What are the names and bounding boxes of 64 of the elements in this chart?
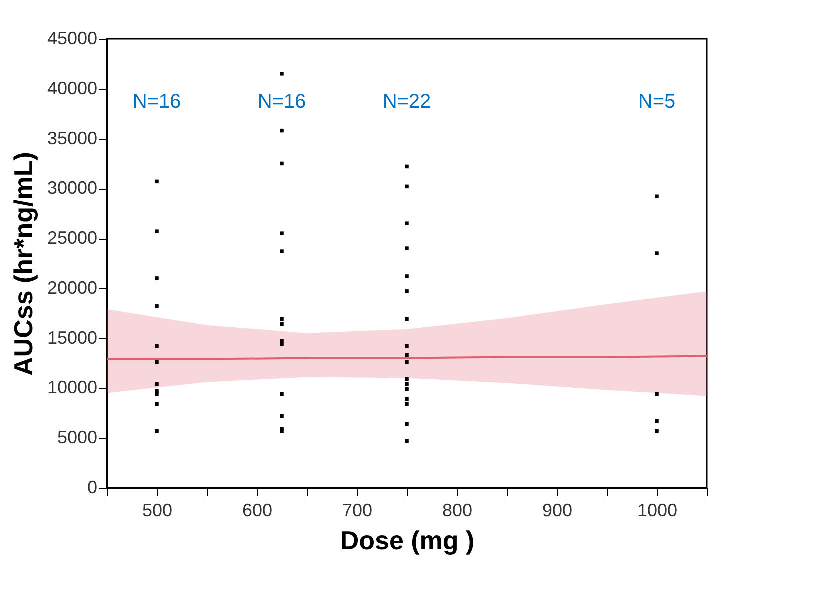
point bbox=[655, 429, 659, 433]
point bbox=[405, 246, 409, 250]
point bbox=[280, 322, 284, 326]
point bbox=[405, 318, 409, 322]
point bbox=[155, 304, 159, 308]
annotation: N=16 bbox=[132, 90, 182, 113]
point bbox=[280, 162, 284, 166]
point bbox=[405, 397, 409, 402]
x-tick-label: 700 bbox=[342, 500, 373, 520]
point bbox=[405, 353, 409, 358]
point bbox=[405, 377, 409, 382]
point bbox=[280, 250, 284, 254]
y-tick-label: 0 bbox=[87, 478, 98, 498]
point bbox=[405, 360, 409, 364]
x-tick-label: 500 bbox=[142, 500, 173, 520]
point bbox=[280, 414, 284, 418]
x-tick-label: 600 bbox=[242, 500, 273, 520]
point bbox=[655, 392, 659, 396]
point bbox=[655, 419, 659, 424]
y-tick-label: 45000 bbox=[47, 28, 98, 48]
y-tick-label: 5000 bbox=[57, 428, 98, 448]
point bbox=[280, 72, 284, 76]
point bbox=[405, 344, 409, 348]
y-tick-label: 10000 bbox=[47, 378, 98, 398]
point bbox=[405, 387, 409, 392]
y-tick-label: 30000 bbox=[47, 178, 98, 198]
y-tick-label: 35000 bbox=[47, 128, 98, 148]
point bbox=[155, 392, 159, 396]
point bbox=[405, 222, 409, 226]
point bbox=[405, 164, 409, 169]
point bbox=[655, 194, 659, 199]
x-axis-title: Dose (mg ) bbox=[340, 526, 475, 556]
point bbox=[280, 392, 284, 396]
point bbox=[405, 184, 409, 189]
x-tick-label: 900 bbox=[542, 500, 573, 520]
point bbox=[405, 274, 409, 278]
point bbox=[280, 342, 284, 346]
point bbox=[155, 360, 159, 364]
point bbox=[155, 344, 159, 348]
point bbox=[405, 439, 409, 443]
point bbox=[405, 290, 409, 294]
point bbox=[155, 429, 159, 433]
point bbox=[655, 252, 659, 256]
point bbox=[405, 422, 409, 426]
point bbox=[155, 382, 159, 386]
y-tick-label: 40000 bbox=[47, 78, 98, 98]
point bbox=[155, 402, 159, 406]
y-tick-label: 20000 bbox=[47, 278, 98, 298]
x-tick-label: 1000 bbox=[637, 500, 678, 520]
annotation: N=16 bbox=[258, 90, 306, 113]
point bbox=[280, 128, 284, 133]
point bbox=[280, 232, 284, 236]
point bbox=[280, 318, 284, 322]
point bbox=[155, 276, 159, 280]
y-axis-title: AUCss (hr*ng/mL) bbox=[8, 152, 38, 376]
y-tick-label: 15000 bbox=[47, 328, 98, 348]
point bbox=[155, 230, 159, 234]
annotation: N=22 bbox=[382, 90, 432, 113]
point bbox=[155, 180, 159, 184]
y-tick-label: 25000 bbox=[47, 228, 98, 248]
x-tick-label: 800 bbox=[442, 500, 473, 520]
point bbox=[405, 402, 409, 406]
annotation: N=5 bbox=[638, 90, 676, 113]
point bbox=[405, 382, 409, 386]
